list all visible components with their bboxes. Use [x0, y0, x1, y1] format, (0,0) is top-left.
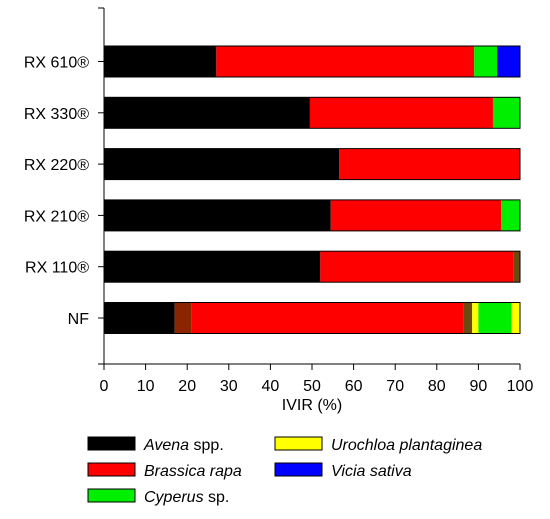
legend-label: Urochloa plantaginea — [331, 437, 482, 454]
bar-segment — [216, 46, 475, 77]
bar-segment — [104, 251, 321, 283]
legend-label: Cyperus sp. — [144, 489, 229, 506]
x-tick-label: 80 — [428, 378, 446, 395]
bar-segment — [472, 302, 479, 334]
legend-label: Brassica rapa — [144, 463, 242, 480]
x-tick-label: 100 — [507, 378, 534, 395]
category-label: RX 220® — [24, 157, 89, 174]
category-label: NF — [68, 311, 90, 328]
bar-segment — [174, 302, 192, 334]
x-tick-label: 60 — [345, 378, 363, 395]
legend-swatch — [87, 436, 136, 451]
bar-segment — [474, 46, 498, 77]
legend-swatch — [274, 462, 323, 477]
x-tick-label: 10 — [137, 378, 155, 395]
x-tick-label: 0 — [100, 378, 109, 395]
legend-swatch — [274, 436, 323, 451]
legend: Avena spp. Urochloa plantaginea Brassica r… — [87, 436, 482, 506]
x-tick-label: 40 — [262, 378, 280, 395]
legend-label: Avena spp. — [143, 437, 224, 454]
bar-segment — [104, 148, 340, 180]
category-label: RX 210® — [24, 208, 89, 225]
x-tick-label: 50 — [303, 378, 321, 395]
legend-label: Vicia sativa — [331, 463, 412, 480]
category-label: RX 110® — [25, 260, 89, 277]
category-labels: RX 610® RX 330® RX 220® RX 210® RX 110® NF — [24, 55, 89, 329]
bar-segment — [339, 148, 520, 180]
bar-segment — [478, 302, 512, 334]
bar-segment — [330, 199, 502, 231]
x-tick-label: 90 — [470, 378, 488, 395]
bar-segment — [104, 46, 217, 77]
category-label: RX 610® — [24, 55, 89, 72]
bar-segment — [492, 97, 520, 129]
legend-swatch — [87, 488, 136, 503]
bar-segment — [501, 199, 520, 231]
x-axis-title: IVIR (%) — [282, 397, 342, 414]
bar-segment — [191, 302, 464, 334]
x-tick-label: 20 — [178, 378, 196, 395]
bar-segment — [309, 97, 493, 129]
bar-segment — [511, 302, 520, 334]
bar-segment — [497, 46, 520, 77]
bar-segment — [320, 251, 514, 283]
x-tick-label: 30 — [220, 378, 238, 395]
x-tick-label: 70 — [386, 378, 404, 395]
x-axis: 0 10 20 30 40 50 60 70 80 90 100 — [98, 7, 534, 395]
bar-segment — [104, 199, 331, 231]
plot-area — [103, 45, 521, 334]
bar-segment — [463, 302, 473, 334]
bar-segment — [104, 97, 310, 129]
bar-segment — [104, 302, 175, 334]
bar-segment — [513, 251, 520, 283]
category-label: RX 330® — [24, 106, 89, 123]
legend-swatch — [87, 462, 136, 477]
